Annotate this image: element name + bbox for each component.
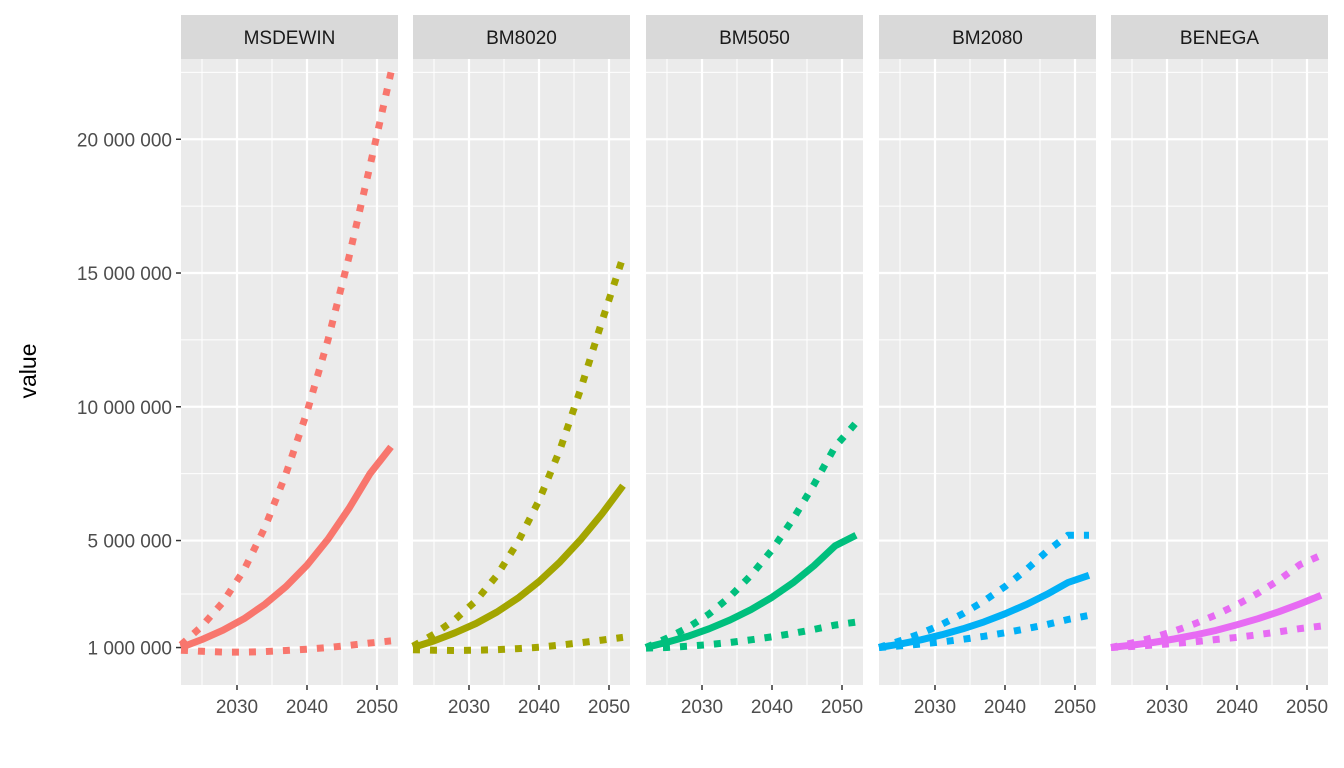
- y-axis-title: value: [15, 344, 41, 399]
- panel-background: [646, 59, 863, 685]
- facet-panel-msdewin: MSDEWIN 2030 2040 2050: [178, 15, 398, 718]
- x-tick-label: 2030: [1146, 697, 1188, 718]
- series-upper-line: [877, 531, 1089, 651]
- facet-strip: [181, 15, 398, 59]
- series-central-line: [411, 483, 626, 651]
- x-tick-label: 2040: [984, 697, 1026, 718]
- panel-background: [879, 59, 1096, 685]
- facet-strip-label: BM8020: [486, 28, 557, 49]
- facet-strip-label: BENEGA: [1180, 28, 1260, 49]
- panel-background: [181, 59, 398, 685]
- series-lower-line: [645, 618, 857, 652]
- panel-background: [1111, 59, 1328, 685]
- series-upper-line: [411, 255, 627, 650]
- facet-panel-bm5050: BM5050 2030 2040 2050: [644, 15, 863, 718]
- series-upper-line: [178, 71, 395, 648]
- x-tick-label: 2050: [1286, 697, 1328, 718]
- x-tick-label: 2030: [216, 697, 258, 718]
- x-tick-label: 2050: [1054, 697, 1096, 718]
- series-central-line: [878, 571, 1091, 651]
- series-lower-line: [180, 637, 392, 656]
- y-tick-label: 15 000 000: [77, 264, 172, 285]
- series-lower-line: [412, 633, 624, 654]
- facet-panel-bm8020: BM8020 2030 2040 2050: [411, 15, 630, 718]
- x-tick-label: 2040: [286, 697, 328, 718]
- x-tick-label: 2050: [356, 697, 398, 718]
- facet-strip: [646, 15, 863, 59]
- facet-strip-label: MSDEWIN: [244, 28, 336, 49]
- facet-panel-benega: BENEGA 2030 2040 2050: [1110, 15, 1328, 718]
- series-central-line: [1110, 592, 1323, 651]
- y-axis: 1 000 000 5 000 000 10 000 000 15 000 000 20…: [77, 130, 181, 660]
- facet-strip: [413, 15, 630, 59]
- facet-strip-label: BM2080: [952, 28, 1023, 49]
- x-tick-label: 2030: [448, 697, 490, 718]
- y-tick-label: 1 000 000: [87, 639, 172, 660]
- y-tick-label: 10 000 000: [77, 398, 172, 419]
- facet-panel-bm2080: BM2080 2030 2040 2050: [877, 15, 1096, 718]
- y-tick-label: 20 000 000: [77, 130, 172, 151]
- series-upper-line: [644, 420, 859, 651]
- x-tick-label: 2030: [914, 697, 956, 718]
- panel-background: [413, 59, 630, 685]
- series-central-line: [179, 444, 394, 651]
- series-central-line: [645, 532, 858, 651]
- x-tick-label: 2050: [588, 697, 630, 718]
- facet-strip: [879, 15, 1096, 59]
- facet-strip: [1111, 15, 1328, 59]
- x-tick-label: 2040: [518, 697, 560, 718]
- x-tick-label: 2040: [1216, 697, 1258, 718]
- series-upper-line: [1110, 552, 1323, 651]
- x-tick-label: 2030: [681, 697, 723, 718]
- x-tick-label: 2040: [751, 697, 793, 718]
- x-tick-label: 2050: [821, 697, 863, 718]
- y-tick-label: 5 000 000: [87, 532, 172, 553]
- facet-strip-label: BM5050: [719, 28, 790, 49]
